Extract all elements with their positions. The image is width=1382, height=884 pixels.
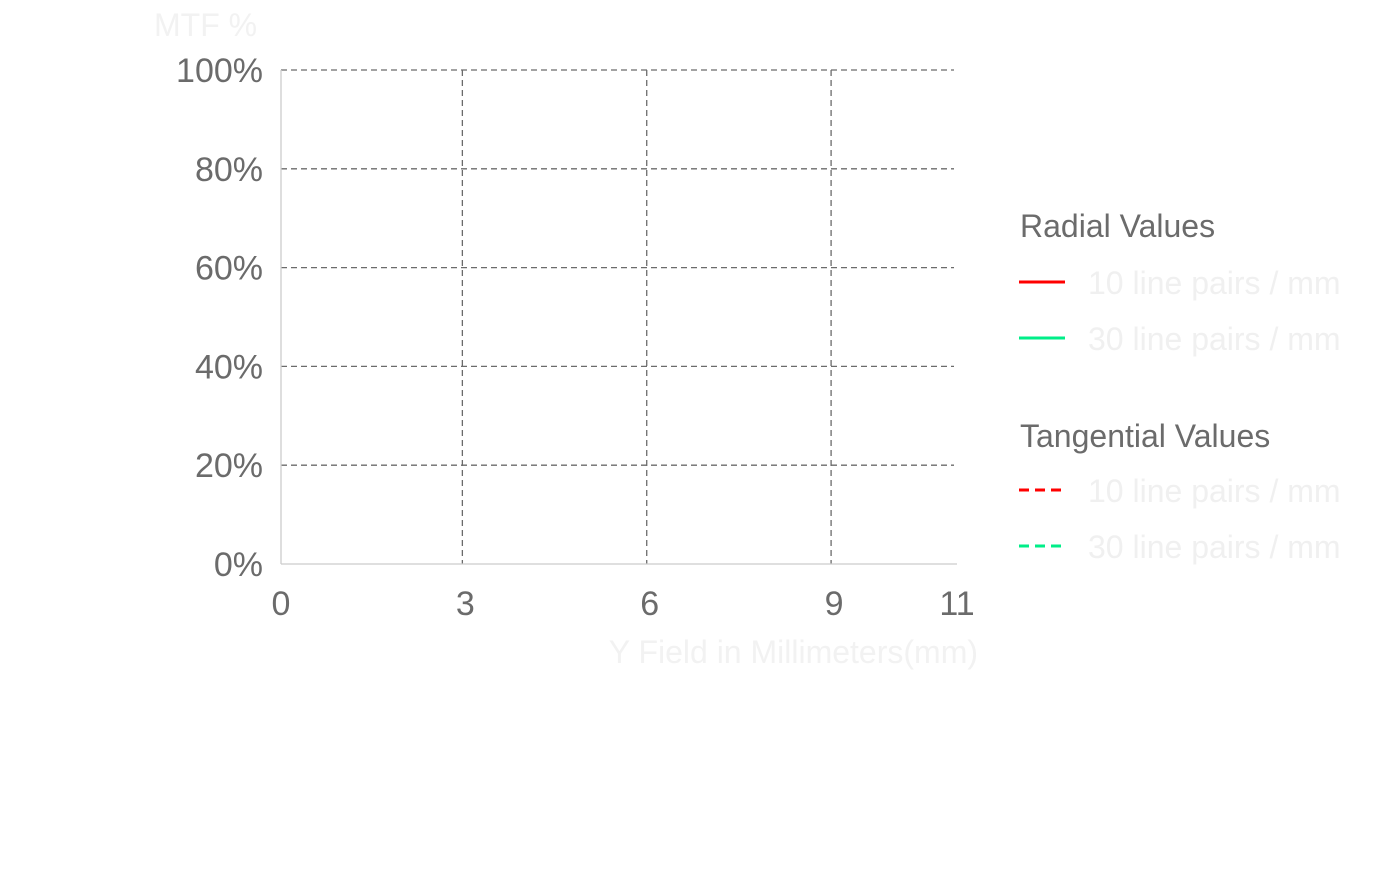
x-tick-label: 3 [456, 585, 475, 623]
legend-label: 10 line pairs / mm [1088, 473, 1341, 509]
x-tick-label: 0 [272, 585, 291, 623]
legend-label: 30 line pairs / mm [1088, 321, 1341, 357]
legend-group-title: Tangential Values [1020, 418, 1270, 454]
x-axis-title: Y Field in Millimeters(mm) [609, 634, 978, 670]
tick-labels: 0% 20% 40% 60% 80% 100% 0 3 6 9 11 [176, 52, 975, 623]
y-tick-label: 100% [176, 52, 263, 90]
legend: Radial Values 10 line pairs / mm 30 line p… [1019, 208, 1341, 565]
legend-label: 10 line pairs / mm [1088, 265, 1341, 301]
axes [280, 70, 957, 565]
y-tick-label: 0% [214, 546, 263, 584]
y-axis-title: MTF % [154, 7, 257, 43]
legend-group-title: Radial Values [1020, 208, 1215, 244]
y-tick-label: 80% [195, 151, 263, 189]
grid-lines [281, 69, 954, 564]
y-tick-label: 60% [195, 250, 263, 288]
y-tick-label: 40% [195, 348, 263, 386]
x-tick-label: 9 [825, 585, 844, 623]
legend-label: 30 line pairs / mm [1088, 529, 1341, 565]
x-tick-label: 6 [640, 585, 659, 623]
y-tick-label: 20% [195, 447, 263, 485]
x-tick-label: 11 [939, 585, 974, 623]
